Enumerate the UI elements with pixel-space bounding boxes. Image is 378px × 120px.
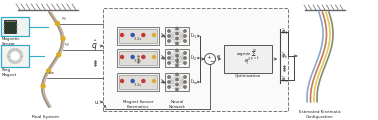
Circle shape	[184, 52, 186, 54]
Circle shape	[131, 55, 134, 59]
Circle shape	[152, 55, 155, 59]
Circle shape	[168, 86, 170, 88]
Text: $\hat{u}_1$: $\hat{u}_1$	[190, 31, 197, 41]
Bar	[103, 8, 288, 111]
Circle shape	[184, 76, 186, 78]
Circle shape	[176, 37, 178, 40]
Text: u: u	[94, 99, 98, 105]
Circle shape	[176, 83, 178, 86]
Text: Estimated Kinematic
Configuration: Estimated Kinematic Configuration	[299, 110, 341, 119]
Text: e: e	[217, 54, 220, 59]
Circle shape	[204, 54, 215, 65]
Bar	[1, 45, 29, 67]
Circle shape	[168, 52, 170, 54]
Text: Optimization: Optimization	[235, 74, 261, 78]
Circle shape	[41, 84, 45, 88]
Text: $\hat{u}_2$: $\hat{u}_2$	[190, 53, 197, 63]
Bar	[117, 49, 159, 67]
Circle shape	[176, 32, 178, 35]
Bar	[1, 17, 29, 36]
Circle shape	[176, 42, 178, 45]
Text: $e_j^2$: $e_j^2$	[245, 56, 251, 68]
Text: $\hat{z}_1$: $\hat{z}_1$	[160, 31, 166, 41]
Circle shape	[168, 35, 170, 37]
Circle shape	[46, 69, 51, 73]
Circle shape	[121, 33, 124, 36]
Text: −: −	[209, 59, 214, 63]
Bar	[4, 20, 16, 33]
Circle shape	[142, 33, 145, 36]
Circle shape	[184, 81, 186, 83]
Text: $u_1$: $u_1$	[61, 16, 67, 23]
Text: $\hat{q}$: $\hat{q}$	[91, 39, 98, 53]
Text: -3.2s: -3.2s	[134, 37, 142, 42]
Text: $\hat{\phi}_k$: $\hat{\phi}_k$	[281, 51, 288, 61]
Text: $\hat{z}_2$: $\hat{z}_2$	[160, 53, 166, 63]
Circle shape	[56, 21, 59, 25]
Text: $\hat{\phi}_m$: $\hat{\phi}_m$	[281, 75, 289, 85]
Circle shape	[61, 37, 65, 41]
Circle shape	[131, 79, 134, 83]
Circle shape	[168, 30, 170, 32]
Bar	[224, 45, 272, 73]
Circle shape	[11, 52, 19, 60]
Circle shape	[176, 78, 178, 81]
Circle shape	[168, 81, 170, 83]
Circle shape	[176, 27, 178, 30]
Bar	[119, 75, 157, 89]
Circle shape	[168, 76, 170, 78]
Text: Neural
Network: Neural Network	[169, 100, 186, 109]
Bar	[117, 73, 159, 91]
Text: -3.2s: -3.2s	[134, 84, 142, 87]
Text: $\hat{u}_m$: $\hat{u}_m$	[190, 77, 198, 87]
Circle shape	[184, 40, 186, 42]
Bar	[165, 27, 189, 45]
Text: +: +	[206, 55, 211, 60]
Circle shape	[131, 33, 134, 36]
Circle shape	[176, 88, 178, 91]
Circle shape	[184, 62, 186, 64]
Text: argmin $\sum_{p=k}^{m}$: argmin $\sum_{p=k}^{m}$	[236, 48, 260, 64]
Text: Real System: Real System	[31, 115, 59, 119]
Circle shape	[168, 40, 170, 42]
Circle shape	[184, 30, 186, 32]
Circle shape	[176, 54, 178, 57]
Circle shape	[176, 49, 178, 52]
Bar	[119, 29, 157, 43]
Bar	[119, 51, 157, 65]
Text: Magnet Sensor
Kinematics: Magnet Sensor Kinematics	[123, 100, 153, 109]
Circle shape	[184, 86, 186, 88]
Bar	[117, 27, 159, 45]
Circle shape	[176, 59, 178, 62]
Circle shape	[168, 57, 170, 59]
Bar	[165, 73, 189, 91]
Text: Ring
Magnet: Ring Magnet	[2, 69, 17, 77]
Circle shape	[8, 48, 23, 63]
Circle shape	[168, 62, 170, 64]
Circle shape	[184, 35, 186, 37]
Circle shape	[152, 79, 155, 83]
Text: $u_2$: $u_2$	[64, 42, 70, 49]
Circle shape	[142, 55, 145, 59]
Circle shape	[121, 55, 124, 59]
Text: $\hat{z}_m$: $\hat{z}_m$	[160, 77, 168, 87]
Circle shape	[121, 79, 124, 83]
Circle shape	[176, 73, 178, 76]
Text: $\hat{\phi}_1$: $\hat{\phi}_1$	[281, 27, 288, 37]
Circle shape	[57, 53, 61, 57]
Circle shape	[184, 57, 186, 59]
Text: $u_m$: $u_m$	[48, 71, 55, 77]
Circle shape	[142, 79, 145, 83]
Circle shape	[152, 33, 155, 36]
Circle shape	[176, 64, 178, 67]
Text: -3.2s: -3.2s	[134, 60, 142, 63]
Bar	[165, 49, 189, 67]
Text: Magnetic
Sensor: Magnetic Sensor	[2, 37, 21, 46]
